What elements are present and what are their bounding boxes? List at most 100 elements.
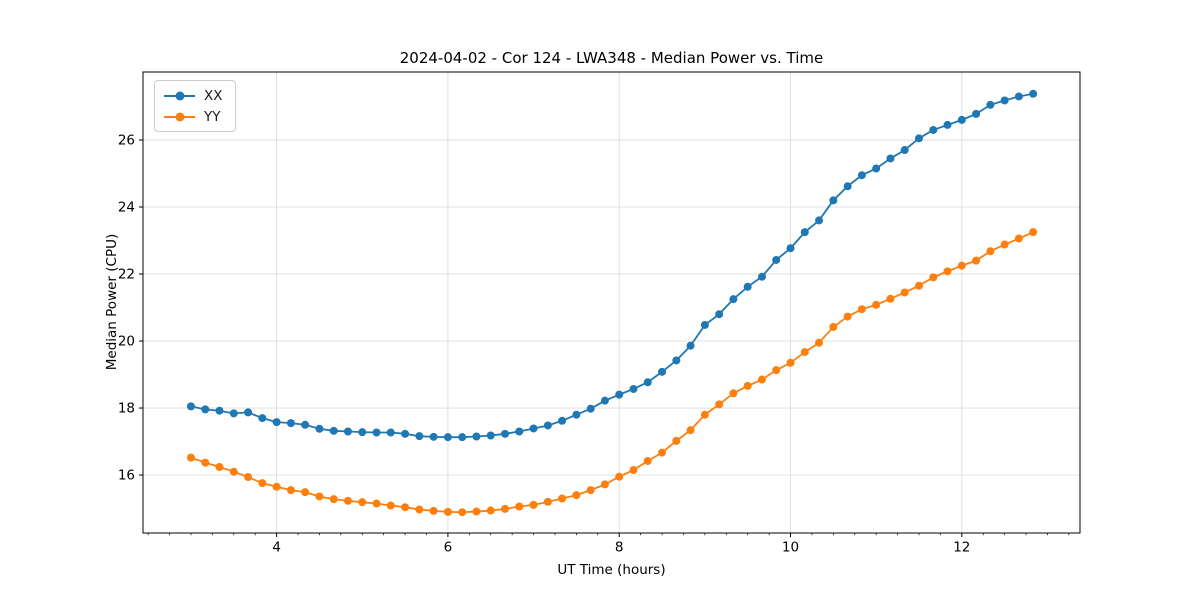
series-XX-marker [872,164,881,173]
x-tick-label: 6 [444,540,453,556]
series-YY-marker [629,466,638,475]
series-XX-marker [857,171,866,180]
series-XX-marker [486,431,495,440]
series-XX-marker [415,432,424,441]
y-tick-label: 24 [118,200,135,216]
yy-series-swatch [164,112,195,122]
series-YY-marker [929,273,938,282]
series-XX-marker [272,418,281,427]
x-tick-label: 4 [272,540,281,556]
series-XX-marker [443,433,452,442]
series-YY-marker [757,375,766,384]
series-YY-marker [515,502,524,511]
series-XX-marker [258,414,267,423]
series-XX-marker [972,109,981,118]
series-XX-marker [201,405,210,414]
x-tick-label: 8 [615,540,624,556]
y-axis-label: Median Power (CPU) [104,233,120,371]
y-tick-label: 20 [118,334,135,350]
series-YY-marker [772,366,781,375]
series-YY-marker [886,294,895,303]
chart-title: 2024-04-02 - Cor 124 - LWA348 - Median P… [399,49,824,67]
xx-swatch-marker-icon [175,91,184,100]
series-XX-marker [786,244,795,253]
legend-entry-yy: YY [164,106,223,127]
y-tick-label: 18 [118,401,135,417]
series-XX-marker [458,433,467,442]
series-YY-marker [229,467,238,476]
series-YY-marker [957,261,966,270]
series-YY-marker [529,500,538,509]
series-XX-marker [1029,89,1038,98]
series-XX-marker [829,196,838,205]
series-YY-marker [1029,228,1038,237]
series-YY-marker [301,488,310,497]
series-YY-marker [558,494,567,503]
series-XX-marker [186,402,195,411]
yy-swatch-marker-icon [175,112,184,121]
axes-frame [142,71,1081,534]
series-XX-marker [672,356,681,365]
series-XX-marker [429,432,438,441]
series-XX-marker [743,282,752,291]
series-XX-marker [943,120,952,129]
series-YY-marker [815,338,824,347]
series-XX-marker [1000,96,1009,105]
x-axis-label: UT Time (hours) [557,562,666,578]
series-XX-marker [957,115,966,124]
series-XX-marker [757,272,766,281]
series-XX-marker [886,154,895,163]
series-YY-marker [972,256,981,265]
series-XX-marker [1014,92,1023,101]
series-XX-marker [658,367,667,376]
series-YY-marker [643,456,652,465]
series-YY-marker [372,499,381,508]
series-YY-marker [829,322,838,331]
series-YY-marker [857,305,866,314]
series-YY-marker [329,495,338,504]
series-YY-marker [658,448,667,457]
x-tick-label: 12 [953,540,970,556]
series-YY-marker [201,458,210,467]
series-XX-marker [215,406,224,415]
series-XX-marker [715,310,724,319]
series-XX-marker [929,125,938,134]
series-YY-marker [700,410,709,419]
series-YY-marker [843,312,852,321]
series-XX-marker [772,255,781,264]
series-YY-marker [215,463,224,471]
series-YY-marker [1014,234,1023,243]
series-YY-marker [429,506,438,515]
series-XX-marker [615,390,624,399]
series-YY-marker [600,480,609,489]
series-XX-marker [629,384,638,393]
series-XX-marker [558,416,567,425]
series-XX-marker [529,424,538,433]
series-YY-marker [672,436,681,445]
series-XX-marker [329,426,338,435]
series-XX-marker [914,134,923,143]
series-XX-marker [358,428,367,437]
series-XX-line [190,92,1034,439]
legend-entry-xx: XX [164,85,223,106]
series-XX-marker [244,408,253,417]
series-YY-marker [358,498,367,507]
series-YY-marker [501,504,510,513]
series-XX-marker [315,424,324,433]
series-XX-marker [700,320,709,329]
series-XX-marker [372,428,381,437]
legend-label-xx: XX [204,87,223,104]
y-tick-label: 22 [118,267,135,283]
series-XX-marker [572,410,581,419]
legend-label-yy: YY [204,108,221,125]
series-YY-marker [743,381,752,390]
series-YY-marker [258,479,267,488]
series-YY-marker [800,348,809,357]
series-XX-marker [643,378,652,387]
series-YY-marker [443,507,452,516]
series-YY-marker [186,453,195,462]
series-XX-marker [843,182,852,191]
xx-series-swatch [164,91,195,101]
